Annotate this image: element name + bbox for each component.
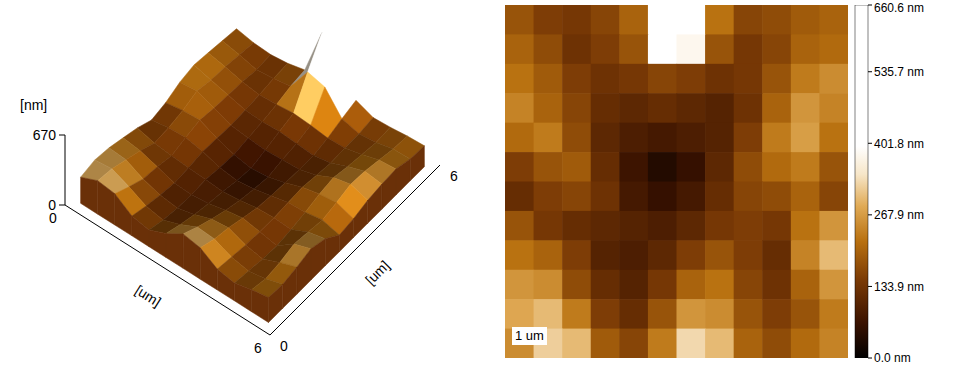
- svg-text:0.0 nm: 0.0 nm: [874, 351, 911, 365]
- svg-text:0: 0: [48, 197, 56, 213]
- html-text:1 um: 1 um: [515, 328, 544, 343]
- svg-text:267.9 nm: 267.9 nm: [874, 208, 924, 222]
- svg-text:6: 6: [450, 168, 458, 184]
- svg-text:660.6 nm: 660.6 nm: [874, 1, 924, 15]
- svg-text:[um]: [um]: [362, 257, 393, 288]
- svg-text:[um]: [um]: [132, 282, 164, 310]
- svg-text:535.7 nm: 535.7 nm: [874, 65, 924, 79]
- svg-text:0: 0: [49, 210, 57, 226]
- svg-text:401.8 nm: 401.8 nm: [874, 137, 924, 151]
- svg-text:6: 6: [254, 340, 262, 356]
- svg-text:[nm]: [nm]: [20, 97, 47, 113]
- svg-text:0: 0: [280, 338, 288, 354]
- svg-text:133.9 nm: 133.9 nm: [874, 280, 924, 294]
- svg-text:670: 670: [33, 127, 57, 143]
